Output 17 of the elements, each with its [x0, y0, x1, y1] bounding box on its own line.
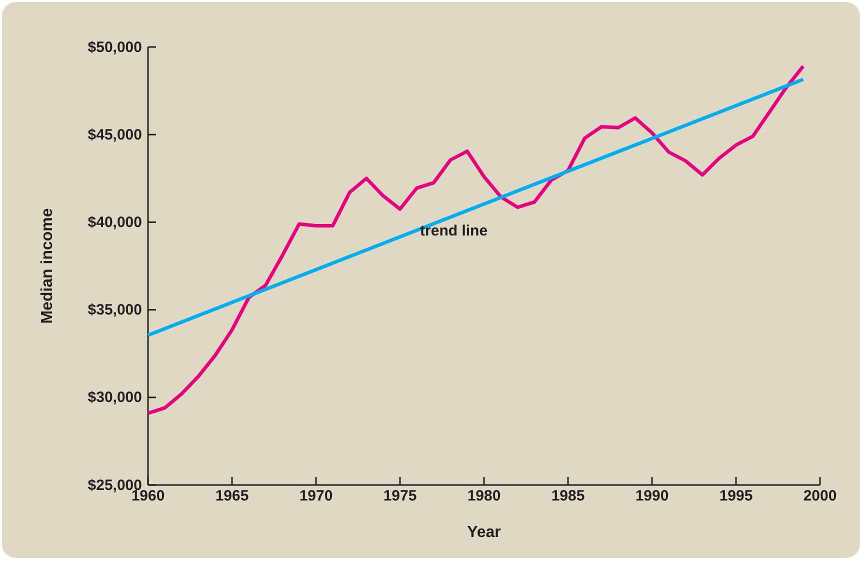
- x-tick-label: 1980: [467, 488, 501, 504]
- y-tick-label: $40,000: [88, 214, 142, 231]
- x-axis-title: Year: [467, 524, 501, 541]
- x-tick-label: 1995: [719, 488, 753, 504]
- y-tick-label: $35,000: [88, 302, 142, 319]
- y-tick-label: $45,000: [88, 126, 142, 144]
- y-tick-label: $30,000: [88, 389, 142, 406]
- series-label: trend line: [420, 222, 488, 240]
- x-tick-label: 2000: [803, 488, 837, 504]
- x-tick-label: 1975: [383, 488, 417, 504]
- x-tick-label: 1985: [551, 488, 585, 504]
- x-tick-label: 1990: [635, 488, 669, 504]
- y-tick-label: $50,000: [88, 38, 142, 56]
- x-tick-label: 1965: [215, 488, 249, 504]
- x-tick-label: 1970: [299, 488, 333, 504]
- line-series: [146, 64, 805, 415]
- y-axis-title: Median income: [39, 208, 56, 324]
